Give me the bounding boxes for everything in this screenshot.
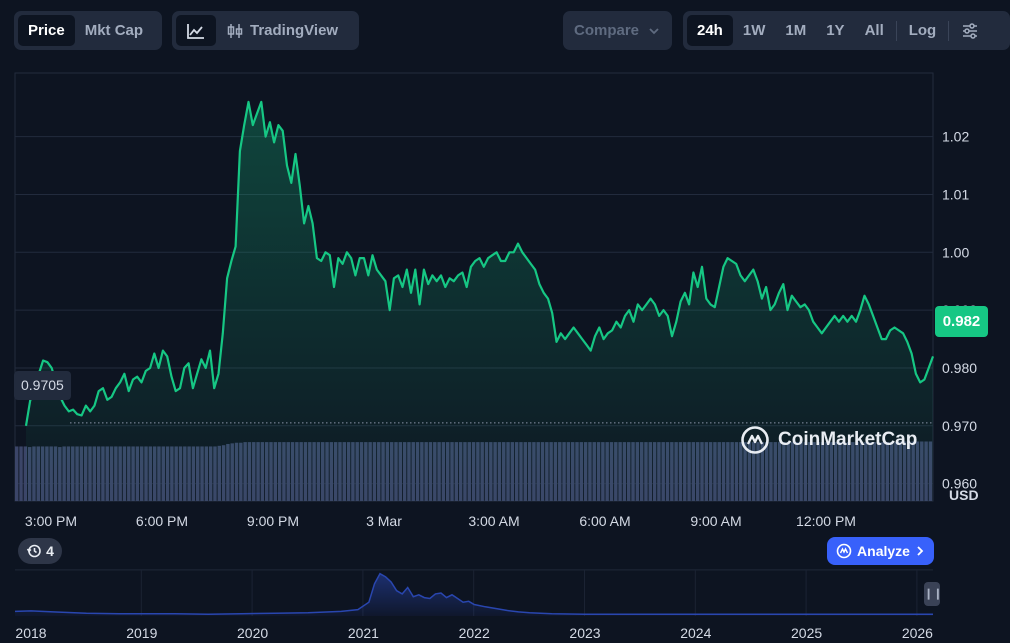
y-tick-label: 1.02: [942, 129, 969, 145]
price-line: [24, 100, 935, 426]
analyze-button[interactable]: Analyze: [827, 537, 934, 565]
divider: [895, 20, 897, 41]
range-navigator[interactable]: 2018 2019 2020 2021 2022 2023 2024 2025 2026: [14, 569, 933, 641]
navigator-year-label: 2018: [15, 625, 46, 641]
volume-bar: [23, 446, 28, 501]
currency-label: USD: [949, 487, 979, 503]
y-tick-label: 0.980: [942, 360, 977, 376]
history-count: 4: [46, 543, 54, 559]
sliders-icon: [963, 22, 978, 39]
brand-watermark: CoinMarketCap: [740, 425, 917, 455]
navigator-year-label: 2024: [680, 625, 711, 641]
compare-dropdown[interactable]: Compare: [563, 11, 672, 50]
navigator-year-label: 2025: [791, 625, 822, 641]
time-range-switch: 24h 1W 1M 1Y All Log: [683, 11, 1010, 50]
range-1m[interactable]: 1M: [785, 22, 807, 39]
divider: [948, 20, 950, 41]
tradingview-button[interactable]: TradingView: [216, 15, 348, 46]
range-1w[interactable]: 1W: [742, 22, 766, 39]
start-price-badge: 0.9705: [14, 371, 71, 400]
y-tick-label: 0.970: [942, 418, 977, 434]
line-chart-button[interactable]: [176, 15, 216, 46]
candlestick-icon: [227, 23, 243, 38]
volume-bar: [19, 446, 23, 501]
tradingview-label: TradingView: [250, 22, 339, 39]
chart-tool-switch: TradingView: [172, 11, 359, 50]
coinmarketcap-logo-icon: [741, 426, 769, 454]
x-tick-label: 3:00 PM: [25, 513, 77, 529]
history-button[interactable]: 4: [18, 538, 62, 564]
x-tick-label: 3:00 AM: [468, 513, 519, 529]
navigator-year-label: 2019: [126, 625, 157, 641]
navigator-year-label: 2023: [569, 625, 600, 641]
navigator-line: [14, 572, 933, 615]
settings-button[interactable]: [951, 15, 989, 46]
chart-type-switch: Price Mkt Cap: [14, 11, 162, 50]
current-price-badge: 0.982: [935, 306, 988, 337]
y-tick-label: 1.00: [942, 244, 969, 260]
line-chart-icon: [187, 23, 204, 39]
volume-bar: [15, 446, 19, 501]
x-tick-label: 6:00 PM: [136, 513, 188, 529]
range-24h[interactable]: 24h: [687, 15, 733, 46]
y-tick-label: 0.960: [942, 476, 977, 492]
x-tick-label: 9:00 AM: [690, 513, 741, 529]
brand-name: CoinMarketCap: [778, 429, 918, 450]
price-area: [26, 101, 933, 502]
y-tick-label: 1.01: [942, 186, 969, 202]
tab-mkt-cap[interactable]: Mkt Cap: [84, 22, 144, 39]
analyze-label: Analyze: [857, 543, 910, 559]
navigator-mask: [15, 570, 933, 616]
history-icon: [26, 544, 41, 558]
x-tick-label: 12:00 PM: [796, 513, 856, 529]
navigator-area: [15, 573, 933, 616]
range-all[interactable]: All: [864, 22, 884, 39]
navigator-year-label: 2026: [902, 625, 933, 641]
tab-price[interactable]: Price: [18, 15, 75, 46]
x-axis: 3:00 PM 6:00 PM 9:00 PM 3 Mar 3:00 AM 6:00 AM…: [25, 513, 856, 529]
chart-toolbar: Price Mkt Cap TradingView Compare 24h 1W: [14, 11, 1010, 51]
navigator-year-label: 2022: [459, 625, 490, 641]
x-tick-label: 6:00 AM: [579, 513, 630, 529]
navigator-year-label: 2021: [348, 625, 379, 641]
x-tick-label: 3 Mar: [366, 513, 402, 529]
coinmarketcap-ai-icon: [836, 543, 852, 559]
compare-label: Compare: [573, 22, 640, 39]
chevron-down-icon: [649, 27, 659, 34]
navigator-handle[interactable]: ❙❙: [924, 582, 942, 606]
log-scale-button[interactable]: Log: [908, 22, 937, 39]
x-tick-label: 9:00 PM: [247, 513, 299, 529]
chevron-right-icon: [917, 546, 924, 556]
navigator-year-label: 2020: [237, 625, 268, 641]
range-1y[interactable]: 1Y: [826, 22, 845, 39]
